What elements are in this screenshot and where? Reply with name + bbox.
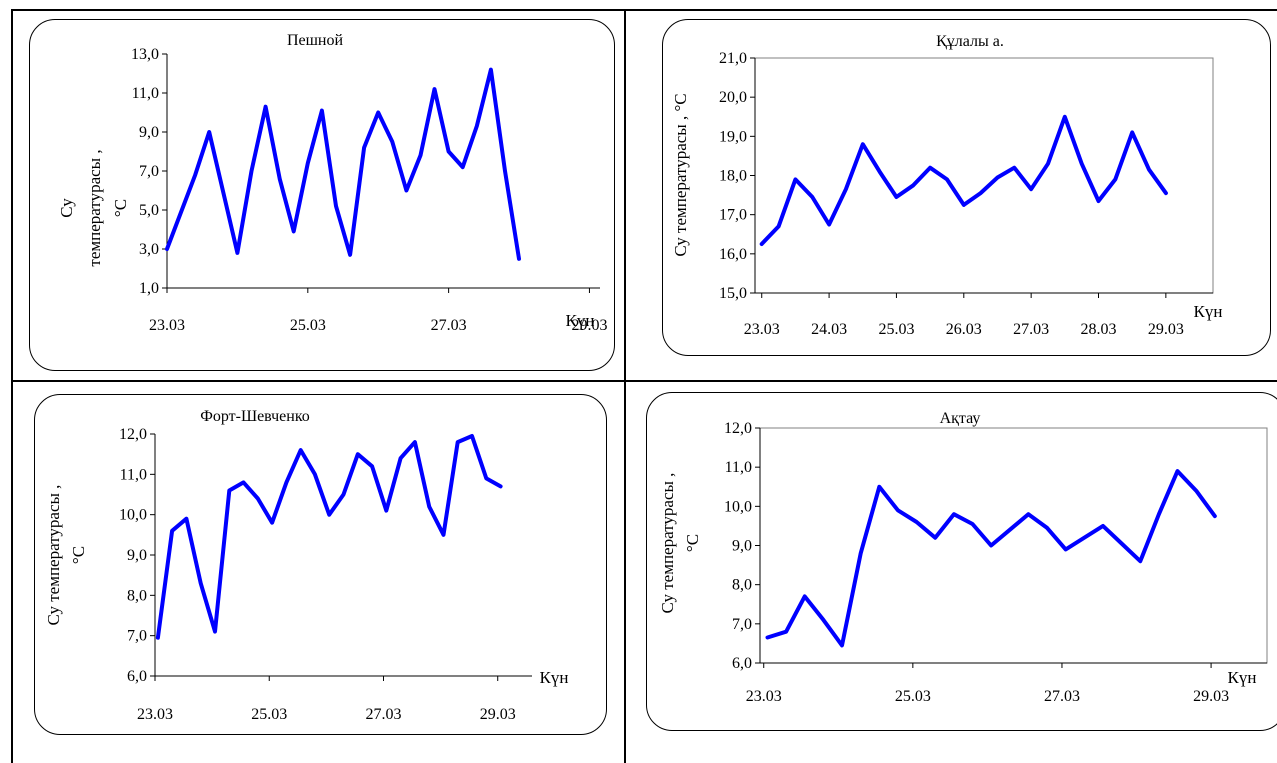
kulaly-y-tick-label: 15,0 [719, 285, 747, 302]
table-border-top [11, 9, 1277, 11]
chart-panel-kulaly [662, 19, 1271, 356]
peshnoy-x-tick-label: 29.03 [571, 317, 607, 334]
kulaly-y-tick-label: 21,0 [719, 50, 747, 67]
kulaly-y-tick-label: 20,0 [719, 89, 747, 106]
fort-shevchenko-chart-title: Форт-Шевченко [200, 408, 310, 425]
kulaly-series-line [759, 114, 1168, 246]
kulaly-x-tick-label: 26.03 [946, 321, 982, 338]
kulaly-x-tick-label: 29.03 [1148, 321, 1184, 338]
fort-shevchenko-y-tick-label: 6,0 [127, 668, 147, 685]
kulaly-x-tick-label: 24.03 [811, 321, 847, 338]
fort-shevchenko-y-tick-label: 9,0 [127, 547, 147, 564]
peshnoy-y-tick-label: 9,0 [139, 124, 159, 141]
peshnoy-y-tick-label: 13,0 [131, 46, 159, 63]
kulaly-x-tick-label: 23.03 [744, 321, 780, 338]
peshnoy-y-axis-label: °С [111, 199, 130, 217]
aktau-y-tick-label: 12,0 [724, 420, 752, 437]
table-border-middle-horizontal [11, 380, 1277, 382]
peshnoy-series-line [165, 67, 521, 261]
aktau-y-tick-label: 7,0 [732, 616, 752, 633]
table-border-middle-vertical [624, 9, 626, 763]
kulaly-x-tick-label: 25.03 [878, 321, 914, 338]
peshnoy-x-axis-label: Күн [566, 311, 595, 330]
aktau-x-tick-label: 27.03 [1044, 688, 1080, 705]
kulaly-x-tick-label: 27.03 [1013, 321, 1049, 338]
fort-shevchenko-y-tick-label: 12,0 [119, 426, 147, 443]
peshnoy-x-tick-label: 27.03 [431, 317, 467, 334]
kulaly-x-axis-label: Күн [1194, 302, 1223, 321]
aktau-plot-area [759, 427, 1268, 664]
fort-shevchenko-x-tick-label: 23.03 [137, 706, 173, 723]
peshnoy-y-tick-label: 3,0 [139, 241, 159, 258]
kulaly-chart-title: Құлалы а. [936, 33, 1004, 50]
aktau-x-tick-label: 23.03 [746, 688, 782, 705]
kulaly-y-tick-label: 18,0 [719, 168, 747, 185]
fort-shevchenko-y-tick-label: 10,0 [119, 507, 147, 524]
aktau-y-axis-label: Су температурасы , [658, 473, 677, 614]
fort-shevchenko-series-line [155, 434, 503, 640]
peshnoy-y-tick-label: 1,0 [139, 280, 159, 297]
aktau-y-tick-label: 10,0 [724, 498, 752, 515]
aktau-x-tick-label: 29.03 [1193, 688, 1229, 705]
fort-shevchenko-y-tick-label: 8,0 [127, 587, 147, 604]
fort-shevchenko-y-axis-label: Су температурасы , [44, 485, 63, 626]
aktau-y-tick-label: 11,0 [725, 459, 752, 476]
fort-shevchenko-x-axis-label: Күн [540, 668, 569, 687]
table-border-left [11, 9, 13, 763]
fort-shevchenko-y-tick-label: 7,0 [127, 628, 147, 645]
peshnoy-y-axis-label: Су [57, 198, 76, 218]
aktau-y-tick-label: 6,0 [732, 655, 752, 672]
peshnoy-y-tick-label: 7,0 [139, 163, 159, 180]
kulaly-y-axis-label: Су температурасы , °С [671, 93, 690, 256]
kulaly-plot-area [754, 57, 1214, 294]
peshnoy-y-tick-label: 5,0 [139, 202, 159, 219]
kulaly-y-tick-label: 17,0 [719, 207, 747, 224]
aktau-y-tick-label: 8,0 [732, 577, 752, 594]
fort-shevchenko-x-tick-label: 25.03 [251, 706, 287, 723]
chart-panel-aktau [646, 392, 1277, 731]
aktau-x-tick-label: 25.03 [895, 688, 931, 705]
peshnoy-x-tick-label: 25.03 [290, 317, 326, 334]
fort-shevchenko-x-tick-label: 27.03 [365, 706, 401, 723]
chart-panel-peshnoy [29, 19, 615, 371]
fort-shevchenko-y-axis-label: °С [69, 546, 88, 564]
aktau-y-tick-label: 9,0 [732, 538, 752, 555]
fort-shevchenko-x-tick-label: 29.03 [480, 706, 516, 723]
chart-panel-fort-shevchenko [34, 394, 607, 735]
peshnoy-y-tick-label: 11,0 [132, 85, 159, 102]
aktau-series-line [765, 469, 1217, 648]
kulaly-y-tick-label: 16,0 [719, 246, 747, 263]
peshnoy-chart-title: Пешной [287, 32, 344, 49]
kulaly-y-tick-label: 19,0 [719, 128, 747, 145]
aktau-y-axis-label: °С [683, 534, 702, 552]
aktau-x-axis-label: Күн [1228, 668, 1257, 687]
kulaly-x-tick-label: 28.03 [1081, 321, 1117, 338]
fort-shevchenko-y-tick-label: 11,0 [120, 466, 147, 483]
aktau-chart-title: Ақтау [940, 410, 981, 427]
peshnoy-x-tick-label: 23.03 [149, 317, 185, 334]
peshnoy-y-axis-label: температурасы , [85, 149, 104, 266]
